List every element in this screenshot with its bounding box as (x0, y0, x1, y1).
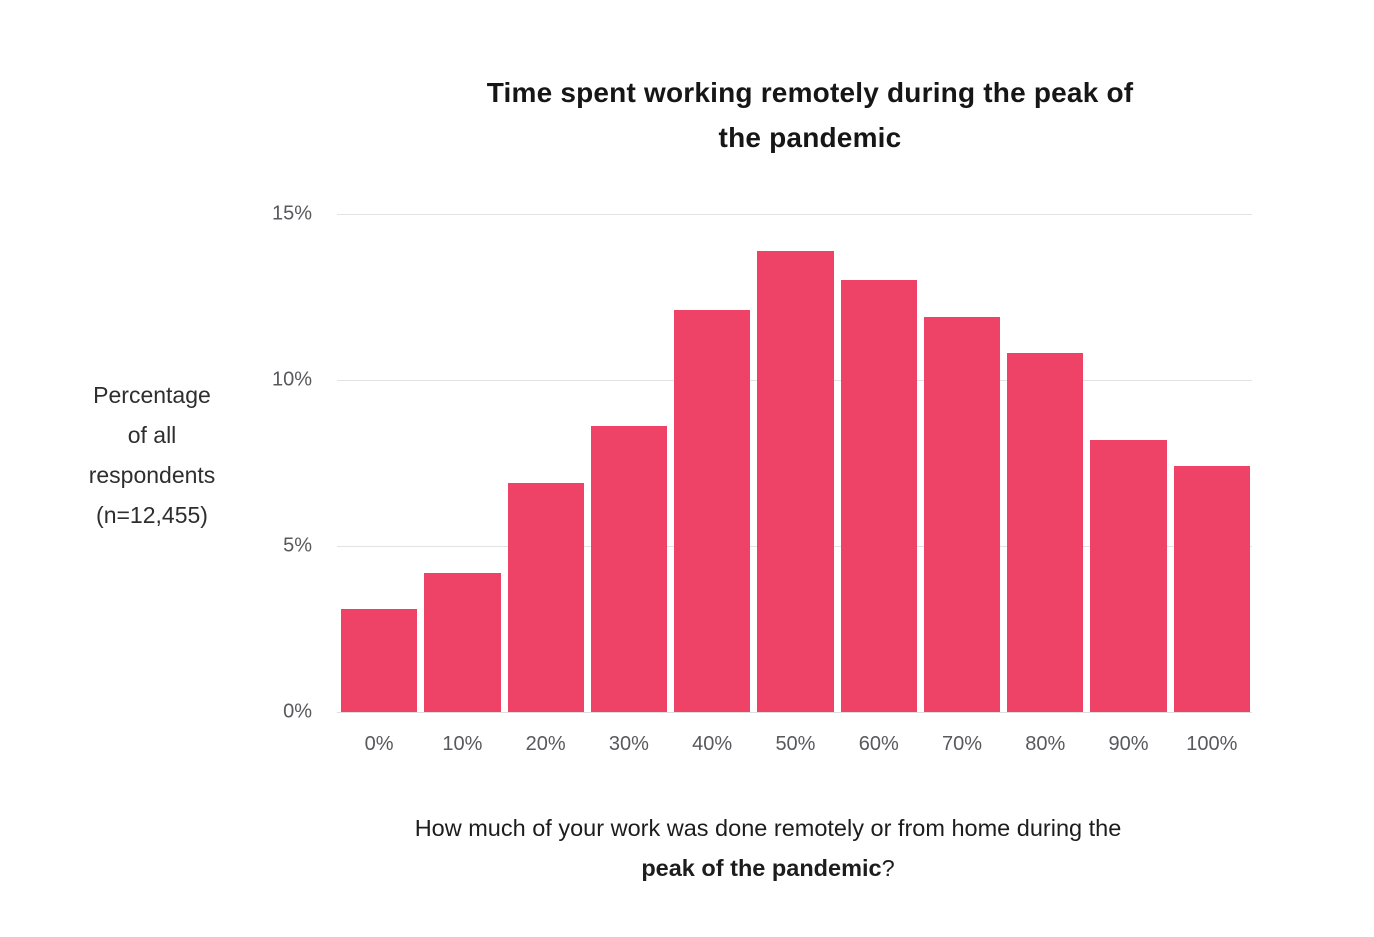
bar-70% (923, 316, 1001, 712)
x-tick-label-50%: 50% (775, 733, 816, 755)
chart-title: Time spent working remotely during the p… (297, 70, 1323, 160)
bar-40% (674, 310, 751, 712)
bar-100% (1173, 466, 1250, 712)
plot-area (337, 214, 1252, 713)
y-axis-label-line-3: respondents (88, 462, 216, 488)
gridline-15% (337, 214, 1252, 215)
bar-20% (507, 482, 584, 712)
x-tick-label-0%: 0% (364, 733, 394, 755)
chart-title-line-1: Time spent working remotely during the p… (486, 77, 1134, 108)
y-axis-label-line-2: of all (127, 422, 177, 448)
caption-question-mark: ? (881, 855, 895, 881)
bar-60% (840, 280, 917, 712)
x-axis-ticks: 0% 10% 20% 30% 40% 50% 60% 70% 80% 90% 100% (337, 733, 1252, 756)
x-tick-label-30%: 30% (608, 733, 649, 755)
y-axis-label-line-1: Percentage (93, 382, 211, 408)
y-axis-label: Percentage of all respondents (n=12,455) (38, 375, 266, 535)
bars-container (337, 214, 1252, 712)
x-tick-label-20%: 20% (525, 733, 566, 755)
x-tick-label-90%: 90% (1108, 733, 1149, 755)
y-tick-label-15%: 15% (271, 202, 312, 225)
caption-line-2: peak of the pandemic? (198, 848, 1338, 888)
chart-title-line-2: the pandemic (718, 122, 902, 153)
bar-30% (590, 426, 668, 712)
bar-0% (341, 609, 418, 712)
bar-80% (1007, 353, 1084, 712)
bar-50% (757, 250, 834, 712)
y-tick-label-5%: 5% (283, 534, 312, 557)
x-tick-label-70%: 70% (941, 733, 982, 755)
x-tick-label-40%: 40% (692, 733, 733, 755)
caption-line-1: How much of your work was done remotely … (414, 815, 1122, 841)
y-tick-label-0%: 0% (283, 700, 312, 723)
x-tick-label-10%: 10% (442, 733, 483, 755)
y-axis-ticks: 0% 5% 10% 15% (0, 203, 312, 723)
y-tick-label-10%: 10% (271, 368, 312, 391)
caption-bold-phrase: peak of the pandemic (641, 855, 882, 881)
survey-question-caption: How much of your work was done remotely … (198, 808, 1338, 888)
y-axis-label-line-4: (n=12,455) (96, 502, 208, 528)
x-tick-label-80%: 80% (1025, 733, 1066, 755)
x-tick-label-60%: 60% (858, 733, 899, 755)
bar-90% (1090, 439, 1167, 712)
bar-10% (424, 572, 501, 712)
x-tick-label-100%: 100% (1186, 733, 1238, 755)
